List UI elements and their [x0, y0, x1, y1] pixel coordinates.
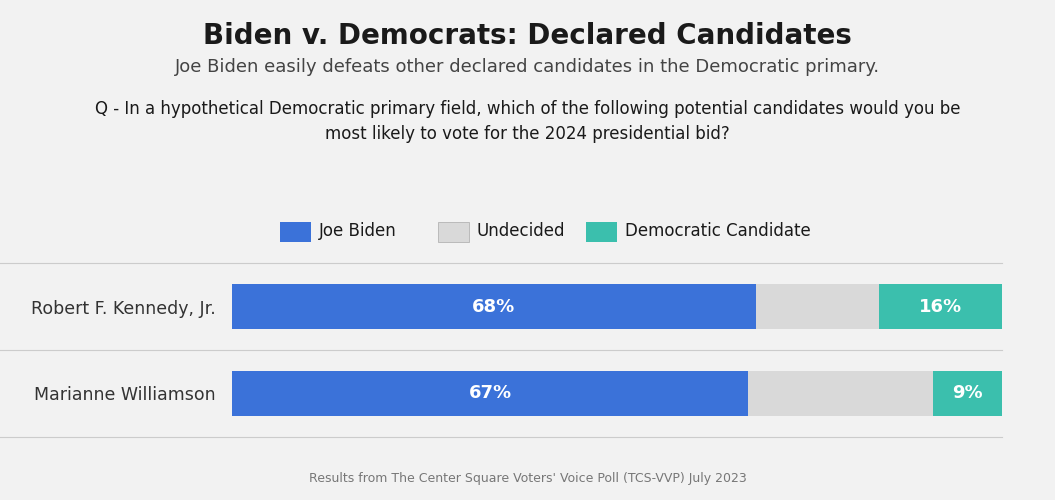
Text: Undecided: Undecided	[477, 222, 565, 240]
Text: 16%: 16%	[919, 298, 962, 316]
Text: 9%: 9%	[953, 384, 983, 402]
Bar	[933, 371, 1002, 416]
Bar	[879, 284, 1002, 329]
Text: 68%: 68%	[473, 298, 516, 316]
Text: 67%: 67%	[468, 384, 512, 402]
Text: Joe Biden: Joe Biden	[319, 222, 397, 240]
Text: Q - In a hypothetical Democratic primary field, which of the following potential: Q - In a hypothetical Democratic primary…	[95, 100, 960, 143]
Bar	[232, 371, 748, 416]
Text: Biden v. Democrats: Declared Candidates: Biden v. Democrats: Declared Candidates	[203, 22, 852, 50]
Bar	[748, 371, 933, 416]
Bar	[755, 284, 879, 329]
Bar	[232, 284, 755, 329]
Text: Democratic Candidate: Democratic Candidate	[625, 222, 810, 240]
Text: Results from The Center Square Voters' Voice Poll (TCS-VVP) July 2023: Results from The Center Square Voters' V…	[309, 472, 746, 485]
Text: Joe Biden easily defeats other declared candidates in the Democratic primary.: Joe Biden easily defeats other declared …	[175, 58, 880, 76]
